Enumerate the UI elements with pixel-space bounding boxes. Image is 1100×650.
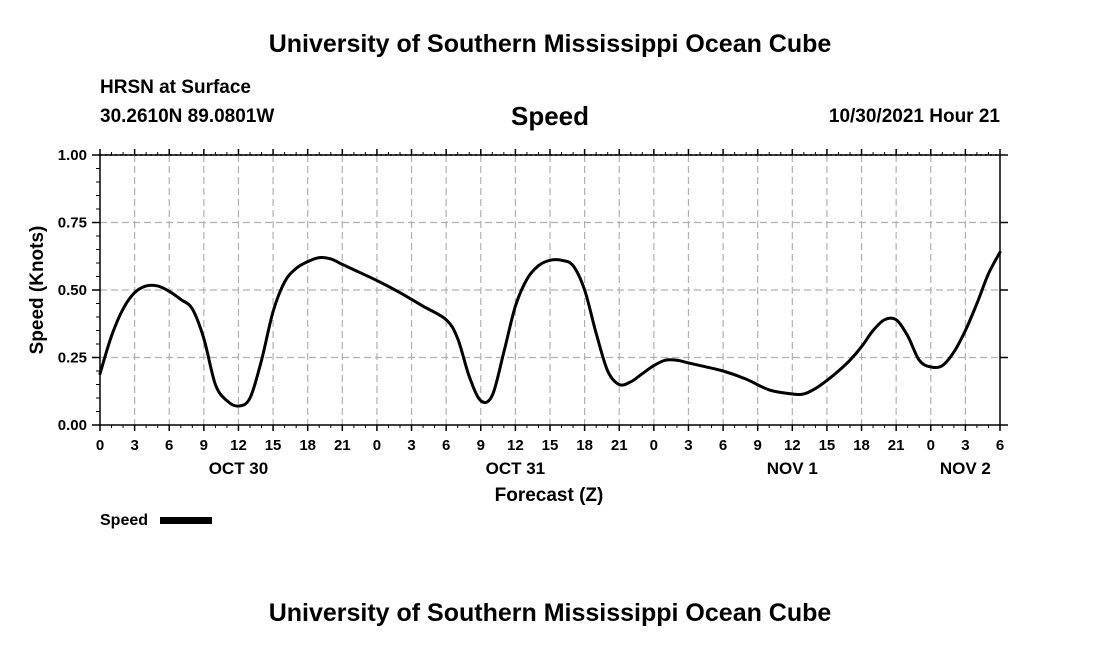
legend-swatch [160, 517, 212, 524]
x-tick-label: 9 [754, 437, 762, 454]
x-tick-label: 15 [819, 437, 836, 454]
x-tick-label: 0 [96, 437, 104, 454]
y-tick-label: 0.50 [58, 282, 87, 299]
station-coordinates: 30.2610N 89.0801W [100, 106, 275, 127]
chart-grid [100, 154, 1000, 425]
y-axis-label: Speed (Knots) [27, 226, 48, 355]
day-label: OCT 30 [209, 459, 269, 478]
y-tick-label: 0.75 [58, 215, 87, 232]
x-tick-label: 3 [961, 437, 969, 454]
x-tick-label: 9 [477, 437, 485, 454]
x-tick-label: 0 [927, 437, 935, 454]
chart-title: Speed [510, 101, 590, 131]
x-tick-label: 15 [542, 437, 559, 454]
x-tick-label: 6 [442, 437, 450, 454]
day-label: OCT 31 [486, 459, 546, 478]
y-tick-label: 0.00 [58, 417, 87, 434]
x-tick-label: 0 [650, 437, 658, 454]
x-tick-label: 6 [165, 437, 173, 454]
x-tick-label: 15 [265, 437, 282, 454]
x-tick-label: 6 [996, 437, 1004, 454]
station-name: HRSN at Surface [100, 77, 251, 98]
footer-title: University of Southern Mississippi Ocean… [268, 599, 832, 627]
x-tick-label: 6 [719, 437, 727, 454]
x-tick-label: 12 [230, 437, 247, 454]
x-tick-label: 21 [611, 437, 628, 454]
forecast-timestamp: 10/30/2021 Hour 21 [828, 106, 1000, 127]
x-tick-label: 18 [299, 437, 316, 454]
axis-ticks [92, 149, 1008, 431]
x-tick-label: 3 [407, 437, 415, 454]
y-tick-label: 1.00 [58, 147, 87, 164]
x-axis-label: Forecast (Z) [495, 485, 604, 506]
page-title: University of Southern Mississippi Ocean… [268, 30, 832, 58]
day-label: NOV 1 [767, 459, 818, 478]
x-tick-label: 18 [576, 437, 593, 454]
x-tick-label: 9 [200, 437, 208, 454]
y-tick-label: 0.25 [58, 350, 87, 367]
speed-series-line [98, 250, 1002, 408]
x-tick-label: 0 [373, 437, 381, 454]
x-tick-label: 12 [784, 437, 801, 454]
x-tick-label: 12 [507, 437, 524, 454]
legend-label: Speed [100, 512, 148, 529]
x-tick-label: 18 [853, 437, 870, 454]
x-tick-label: 3 [130, 437, 138, 454]
day-label: NOV 2 [940, 459, 991, 478]
x-tick-label: 21 [334, 437, 351, 454]
x-tick-label: 3 [684, 437, 692, 454]
x-tick-label: 21 [888, 437, 905, 454]
axis-labels: 0 3 6 9 12 15 18 21 0 3 6 9 12 15 18 21 0 3 6 9 12 15 18 21 0 3 6 O… [58, 147, 1004, 478]
